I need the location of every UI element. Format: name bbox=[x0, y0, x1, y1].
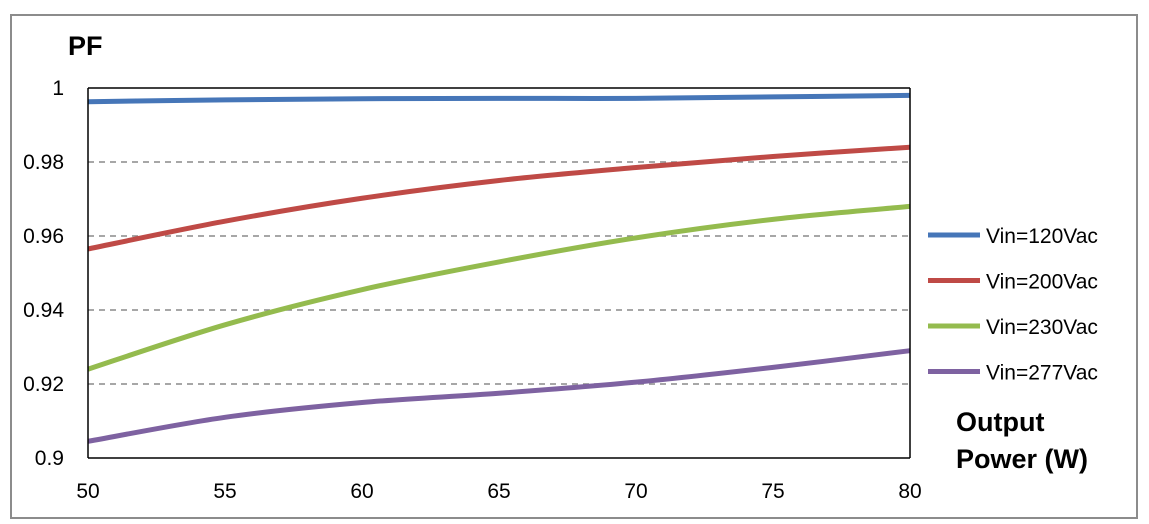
y-tick-label-4: 0.98 bbox=[23, 151, 64, 174]
y-axis-title: PF bbox=[68, 31, 103, 61]
y-tick-label-3: 0.96 bbox=[23, 225, 64, 248]
x-tick-label-6: 80 bbox=[898, 480, 921, 503]
legend: Vin=120Vac Vin=200Vac Vin=230Vac Vin=277Vac bbox=[928, 225, 1098, 385]
y-tick-label-0: 0.9 bbox=[35, 447, 64, 470]
series-line-0 bbox=[87, 92, 911, 105]
y-tick-label-5: 1 bbox=[52, 77, 64, 100]
series-line-2 bbox=[87, 203, 911, 372]
y-tick-labels: 0.9 0.92 0.94 0.96 0.98 1 bbox=[23, 77, 64, 470]
legend-label-2: Vin=230Vac bbox=[986, 316, 1098, 339]
y-tick-label-1: 0.92 bbox=[23, 373, 64, 396]
legend-label-1: Vin=200Vac bbox=[986, 271, 1098, 294]
legend-label-0: Vin=120Vac bbox=[986, 225, 1098, 248]
y-tick-label-2: 0.94 bbox=[23, 299, 64, 322]
x-tick-label-4: 70 bbox=[624, 480, 647, 503]
grid-lines bbox=[88, 161, 910, 385]
series-lines bbox=[87, 92, 911, 444]
x-tick-label-0: 50 bbox=[76, 480, 99, 503]
x-axis-title-line-1: Output bbox=[956, 407, 1044, 437]
x-axis-title-line-2: Power (W) bbox=[956, 444, 1088, 474]
series-line-1 bbox=[87, 144, 911, 252]
x-tick-labels: 50 55 60 65 70 75 80 bbox=[76, 480, 921, 503]
plot-axes bbox=[87, 87, 911, 459]
x-tick-label-2: 60 bbox=[350, 480, 373, 503]
x-tick-label-1: 55 bbox=[213, 480, 236, 503]
x-tick-label-5: 75 bbox=[761, 480, 784, 503]
legend-label-3: Vin=277Vac bbox=[986, 362, 1098, 385]
x-tick-label-3: 65 bbox=[487, 480, 510, 503]
series-line-3 bbox=[87, 348, 911, 444]
